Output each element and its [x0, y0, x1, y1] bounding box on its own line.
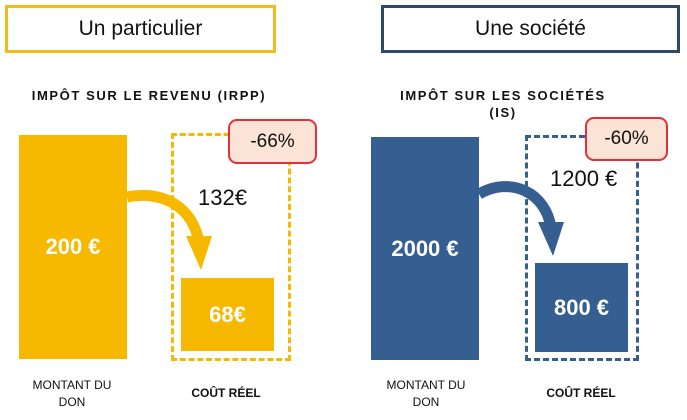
- discount-badge-company-label: -60%: [604, 128, 649, 149]
- donation-label-individual: MONTANT DU DON: [32, 378, 112, 409]
- donation-label-company: MONTANT DU DON: [386, 378, 466, 409]
- header-company: Une société: [381, 5, 680, 53]
- donation-value-company: 2000 €: [391, 235, 459, 261]
- tax-saving-individual: 132€: [198, 185, 247, 210]
- donation-bar-company: 2000 €: [371, 137, 479, 360]
- tax-saving-company: 1200 €: [550, 166, 618, 191]
- discount-badge-individual: -66%: [228, 119, 317, 164]
- header-individual: Un particulier: [5, 5, 276, 53]
- real-cost-value-individual: 68€: [209, 301, 246, 327]
- section-title-corporate-tax-line2: (IS): [489, 105, 517, 120]
- tax-saving-outline-company: [525, 135, 639, 361]
- donation-bar-individual: 200 €: [19, 135, 127, 359]
- real-cost-bar-individual: 68€: [181, 278, 274, 351]
- discount-badge-company: -60%: [585, 117, 668, 161]
- section-title-corporate-tax-line1: IMPÔT SUR LES SOCIÉTÉS: [400, 88, 606, 103]
- real-cost-label-individual: COÛT RÉEL: [191, 386, 261, 400]
- section-title-corporate-tax: IMPÔT SUR LES SOCIÉTÉS (IS): [372, 87, 634, 121]
- header-company-label: Une société: [475, 17, 586, 40]
- section-title-income-tax: IMPÔT SUR LE REVENU (IRPP): [31, 88, 267, 103]
- real-cost-label-company: COÛT RÉEL: [546, 386, 616, 400]
- donation-value-individual: 200 €: [45, 234, 101, 259]
- header-individual-label: Un particulier: [78, 17, 203, 40]
- real-cost-value-company: 800 €: [553, 294, 610, 320]
- discount-badge-individual-label: -66%: [250, 130, 295, 152]
- real-cost-bar-company: 800 €: [535, 263, 628, 352]
